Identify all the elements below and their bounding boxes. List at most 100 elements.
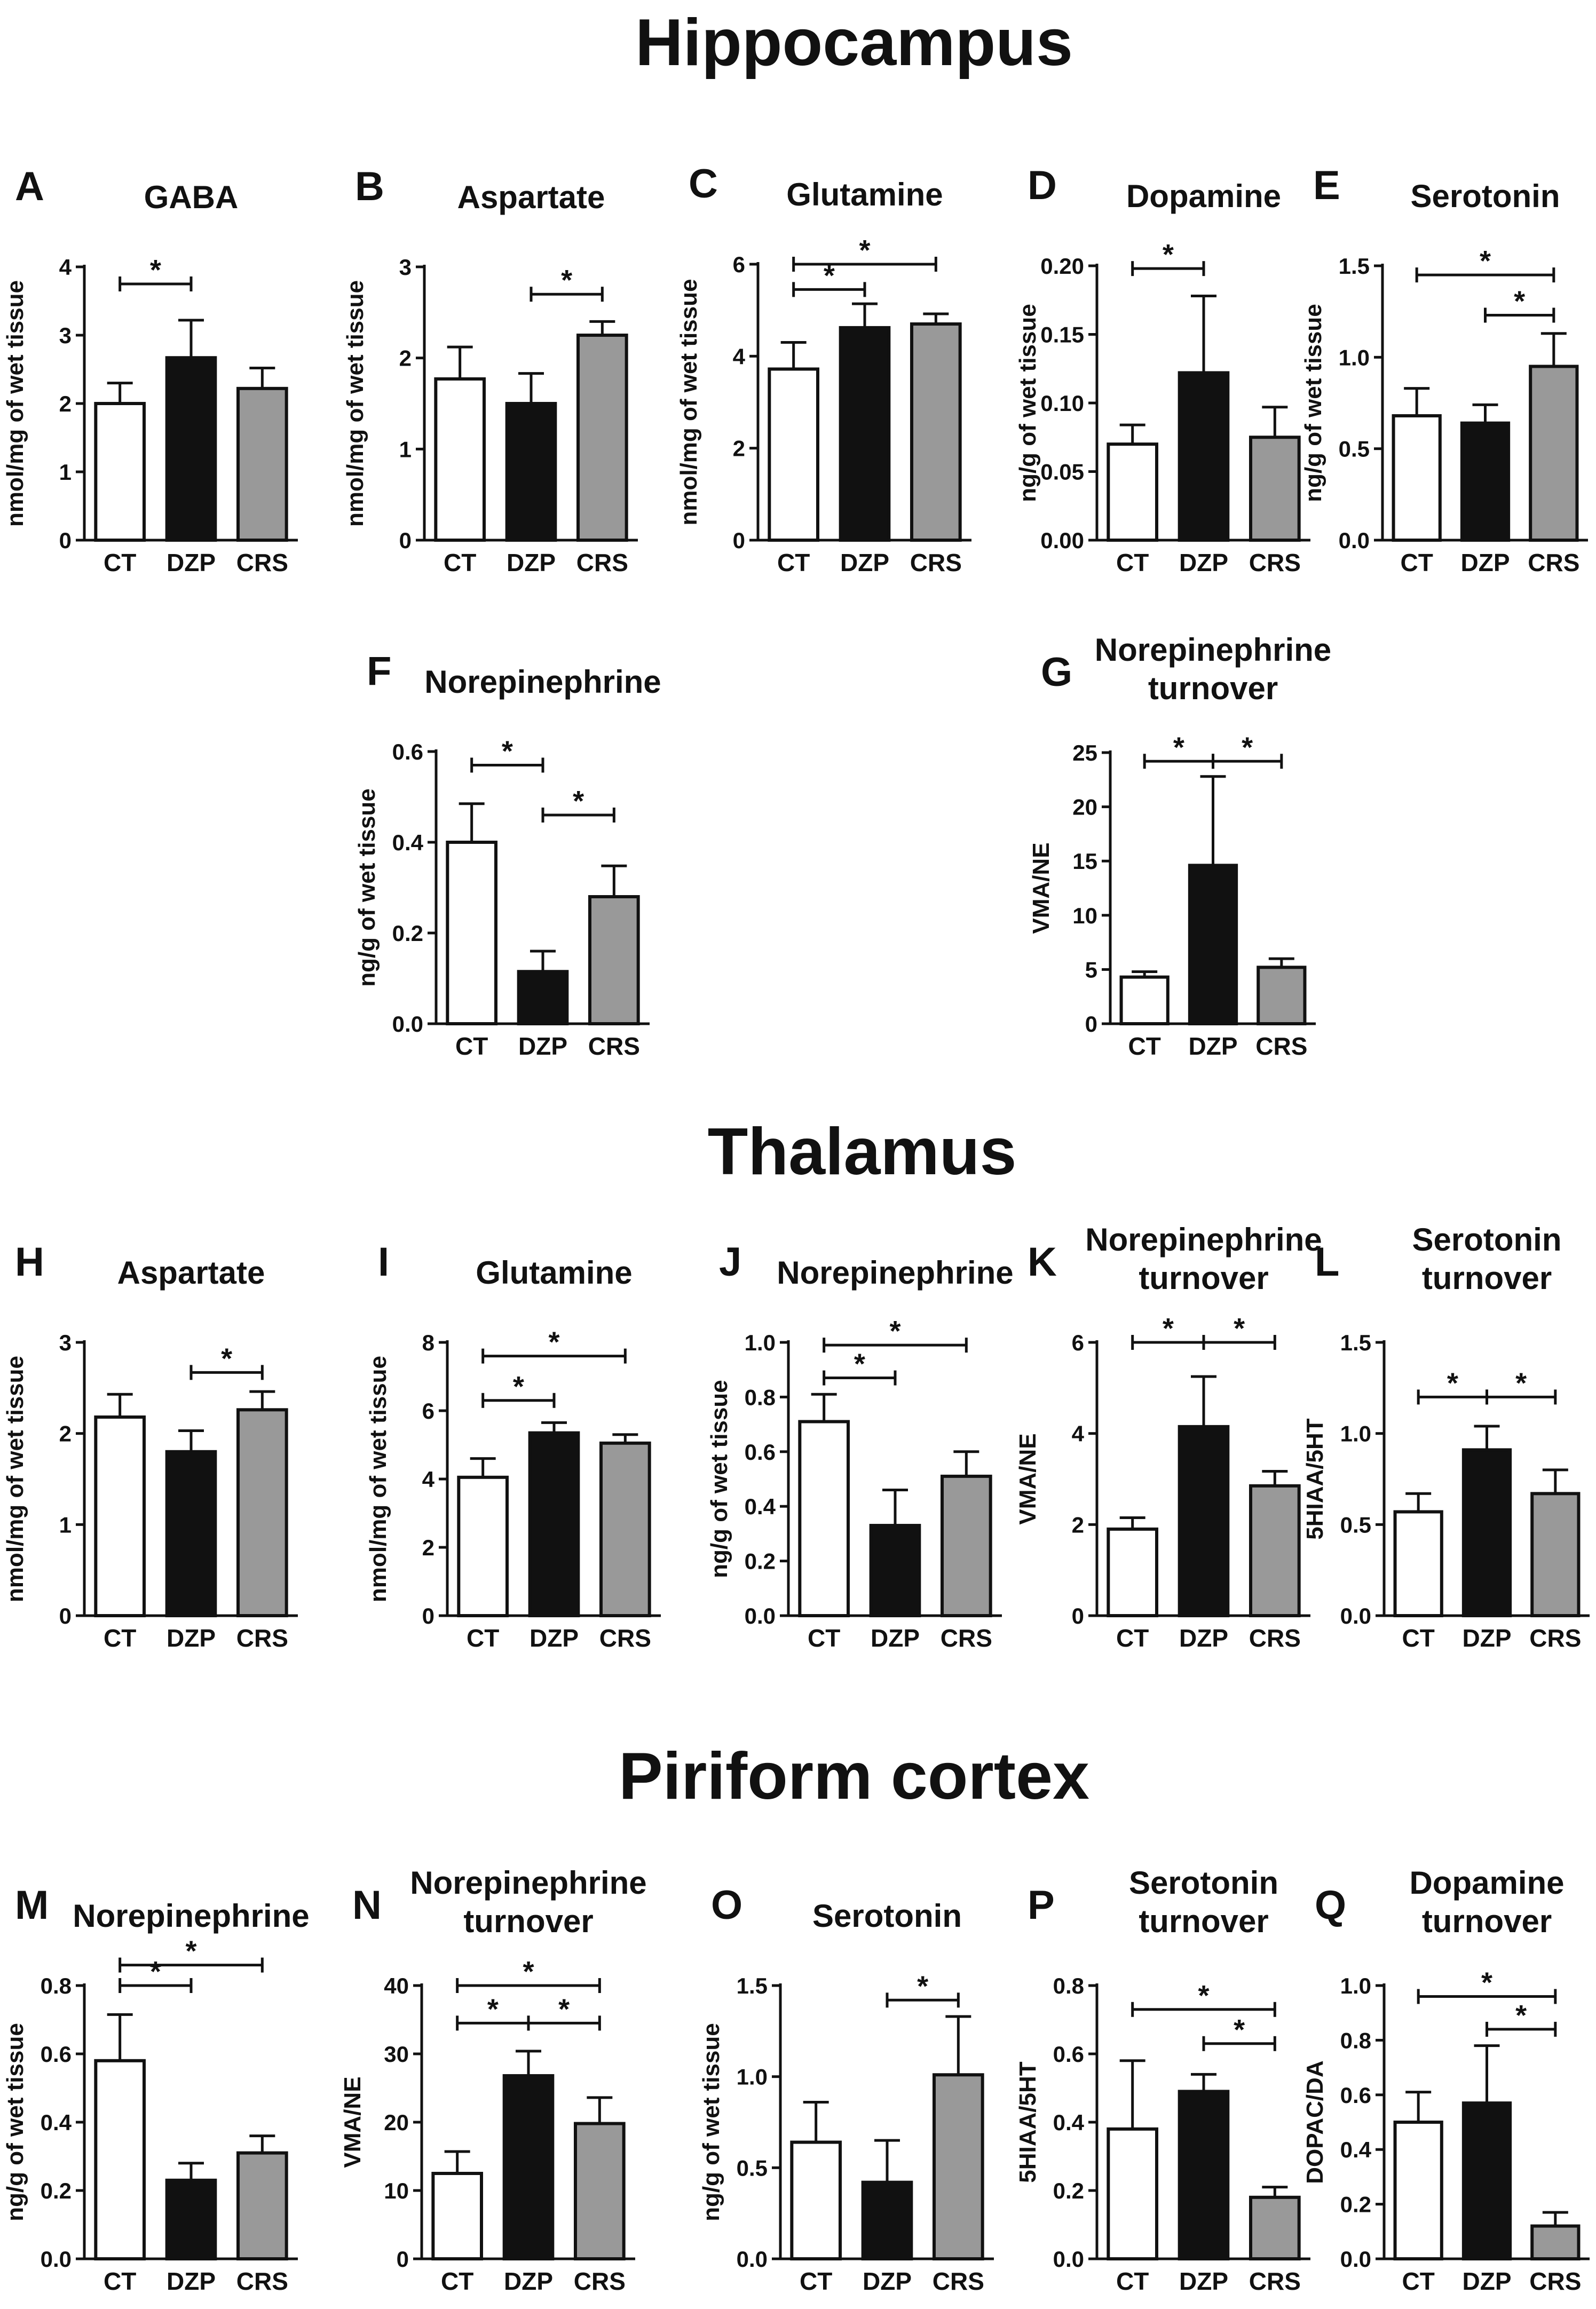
sig-star-n-0: * [487, 1993, 499, 2025]
sig-star-m-1: * [185, 1935, 196, 1967]
y-tick-label-k-3: 6 [1072, 1330, 1084, 1355]
y-tick-label-o-0: 0.0 [737, 2247, 768, 2272]
category-label-f-ct: CT [455, 1032, 488, 1060]
y-tick-label-f-2: 0.4 [392, 830, 424, 855]
y-tick-label-b-1: 1 [399, 437, 412, 462]
y-tick-label-o-3: 1.5 [737, 1973, 768, 1998]
panel-title-j: Norepinephrine [777, 1255, 1013, 1291]
panels: A GABA 0 1 2 3 4 nmol/mg of wet tissue CT DZP CRS *… [2, 161, 1590, 2295]
category-label-c-ct: CT [777, 549, 810, 576]
bar-b-ct [434, 377, 486, 542]
y-tick-label-l-3: 1.5 [1340, 1330, 1371, 1355]
category-label-d-crs: CRS [1249, 549, 1301, 576]
bar-a-crs [236, 386, 288, 542]
bar-j-ct [798, 1420, 850, 1617]
bar-k-crs [1249, 1484, 1301, 1618]
category-label-e-dzp: DZP [1461, 549, 1510, 576]
y-tick-label-k-1: 2 [1072, 1512, 1084, 1537]
bar-a-ct [94, 402, 146, 542]
y-tick-label-c-2: 4 [733, 344, 746, 369]
bar-g-ct [1119, 975, 1170, 1026]
panel-title-k-line1: Norepinephrine [1085, 1222, 1322, 1258]
sig-star-j-0: * [854, 1348, 865, 1380]
bar-q-ct [1393, 2121, 1443, 2260]
y-tick-label-g-3: 15 [1072, 849, 1097, 874]
y-tick-label-e-2: 1.0 [1339, 345, 1370, 370]
panel-title-m: Norepinephrine [73, 1898, 309, 1934]
panel-title-g-line1: Norepinephrine [1095, 632, 1331, 668]
category-label-b-ct: CT [444, 549, 476, 576]
category-label-g-crs: CRS [1255, 1032, 1307, 1060]
y-tick-label-c-3: 6 [733, 252, 745, 277]
category-label-n-crs: CRS [574, 2267, 626, 2295]
panel-letter-p: P [1028, 1883, 1055, 1928]
y-tick-label-f-0: 0.0 [392, 1011, 423, 1037]
bar-f-ct [446, 841, 497, 1025]
panel-title-o: Serotonin [812, 1898, 962, 1934]
y-tick-label-i-1: 2 [422, 1535, 434, 1560]
y-tick-label-e-0: 0.0 [1339, 528, 1370, 553]
category-label-l-dzp: DZP [1463, 1624, 1512, 1652]
y-tick-label-c-0: 0 [733, 528, 745, 553]
category-label-c-crs: CRS [910, 549, 962, 576]
category-label-f-crs: CRS [588, 1032, 640, 1060]
y-tick-label-e-1: 0.5 [1339, 437, 1370, 462]
y-tick-label-n-3: 30 [384, 2042, 409, 2067]
bar-e-dzp [1460, 421, 1511, 542]
bar-o-ct [790, 2140, 842, 2260]
bar-d-crs [1249, 436, 1301, 542]
bar-p-ct [1107, 2127, 1158, 2261]
category-label-q-crs: CRS [1529, 2267, 1581, 2295]
y-tick-label-n-1: 10 [384, 2178, 409, 2203]
panel-letter-f: F [367, 649, 391, 694]
y-axis-label-e: ng/g of wet tissue [1300, 304, 1326, 502]
category-label-j-ct: CT [808, 1624, 840, 1652]
y-tick-label-q-4: 0.8 [1340, 2028, 1371, 2053]
y-tick-label-j-4: 0.8 [745, 1385, 776, 1410]
y-tick-label-g-5: 25 [1072, 740, 1097, 765]
sig-star-n-1: * [558, 1993, 570, 2025]
y-tick-label-p-2: 0.4 [1053, 2110, 1085, 2135]
y-tick-label-d-3: 0.15 [1040, 322, 1084, 347]
panel-title-b: Aspartate [457, 179, 605, 215]
section-title-thalamus: Thalamus [708, 1115, 1017, 1189]
panel-title-p-line1: Serotonin [1129, 1865, 1278, 1901]
bar-b-crs [576, 334, 628, 542]
panel-letter-j: J [719, 1239, 741, 1285]
y-tick-label-o-1: 0.5 [737, 2155, 768, 2180]
category-label-o-crs: CRS [933, 2267, 984, 2295]
panel-letter-a: A [15, 164, 44, 209]
panel-title-f: Norepinephrine [424, 664, 661, 700]
panel-letter-l: L [1315, 1239, 1339, 1285]
y-tick-label-m-2: 0.4 [41, 2110, 72, 2135]
y-axis-label-d: ng/g of wet tissue [1015, 304, 1041, 502]
y-tick-label-j-5: 1.0 [745, 1330, 776, 1355]
y-tick-label-n-2: 20 [384, 2110, 409, 2135]
y-tick-label-b-0: 0 [399, 528, 412, 553]
y-axis-label-o: ng/g of wet tissue [698, 2023, 724, 2221]
category-label-p-crs: CRS [1249, 2267, 1301, 2295]
chart-panel-i: I Glutamine 0 2 4 6 8 nmol/mg of wet tissue CT DZ… [365, 1239, 661, 1652]
y-tick-label-a-0: 0 [59, 528, 72, 553]
category-label-m-ct: CT [104, 2267, 136, 2295]
category-label-p-ct: CT [1116, 2267, 1149, 2295]
category-label-n-ct: CT [441, 2267, 473, 2295]
panel-letter-e: E [1313, 163, 1340, 208]
y-tick-label-h-0: 0 [59, 1603, 72, 1628]
y-tick-label-i-3: 6 [422, 1398, 434, 1424]
bar-l-dzp [1461, 1448, 1512, 1618]
bar-f-crs [588, 895, 640, 1025]
bar-c-crs [910, 322, 962, 542]
y-tick-label-a-4: 4 [59, 255, 72, 280]
panel-title-p-line2: turnover [1139, 1903, 1268, 1939]
y-tick-label-n-0: 0 [397, 2247, 409, 2272]
section-title-hippocampus: Hippocampus [635, 6, 1073, 80]
bar-h-ct [94, 1415, 146, 1618]
y-tick-label-b-3: 3 [399, 255, 412, 280]
panel-letter-d: D [1028, 163, 1057, 208]
sig-star-f-0: * [502, 736, 513, 768]
y-tick-label-d-1: 0.05 [1040, 460, 1084, 485]
category-label-i-ct: CT [467, 1624, 499, 1652]
panel-title-l-line2: turnover [1422, 1260, 1552, 1296]
